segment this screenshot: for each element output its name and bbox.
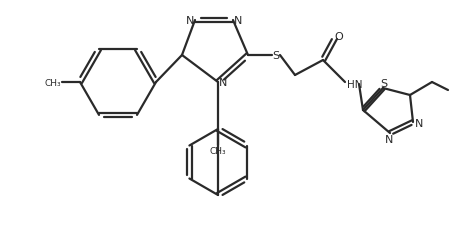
Text: N: N [385, 135, 393, 145]
Text: CH₃: CH₃ [44, 78, 61, 87]
Text: N: N [186, 16, 194, 26]
Text: N: N [415, 119, 423, 129]
Text: S: S [272, 51, 279, 61]
Text: N: N [234, 16, 242, 26]
Text: HN: HN [347, 80, 363, 90]
Text: N: N [219, 78, 227, 88]
Text: O: O [335, 32, 344, 42]
Text: S: S [380, 79, 388, 89]
Text: CH₃: CH₃ [210, 146, 227, 156]
